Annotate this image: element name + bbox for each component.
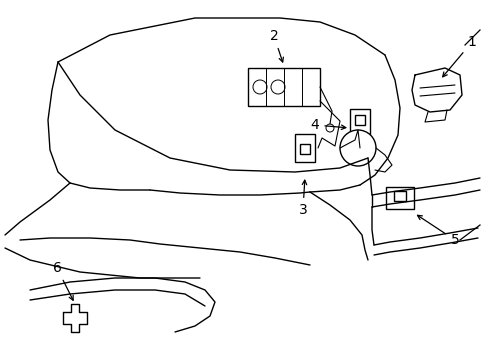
Text: 6: 6 [52, 261, 73, 300]
Text: 2: 2 [269, 29, 283, 62]
Bar [294, 134, 314, 162]
Circle shape [325, 124, 333, 132]
Bar [247, 68, 319, 106]
Bar [393, 191, 405, 201]
Bar [385, 187, 413, 209]
Bar [354, 115, 364, 125]
Circle shape [339, 130, 375, 166]
Bar [349, 109, 369, 134]
Circle shape [270, 80, 285, 94]
Bar [299, 144, 309, 154]
Text: 4: 4 [310, 118, 345, 132]
Circle shape [252, 80, 266, 94]
Text: 1: 1 [442, 35, 475, 77]
Text: 5: 5 [417, 215, 458, 247]
Text: 3: 3 [298, 180, 307, 217]
